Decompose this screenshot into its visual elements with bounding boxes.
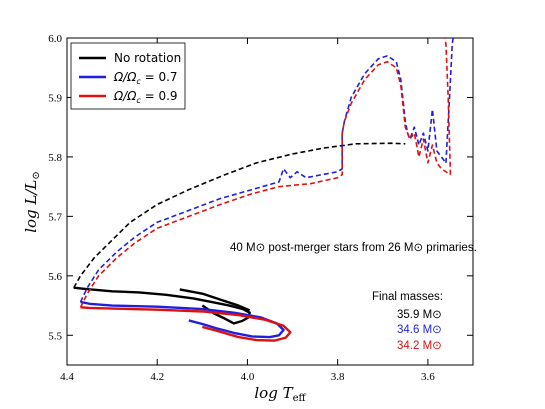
y-tick-label: 5.5: [48, 330, 62, 342]
final-mass-omega-07: 34.6 M⊙: [397, 324, 442, 336]
series-line-omega-09-post-ms-tail: [444, 38, 452, 175]
final-masses-title: Final masses:: [372, 291, 443, 303]
series-line-omega-09-post-ms: [79, 60, 451, 308]
y-tick-label: 5.9: [48, 92, 62, 104]
legend-label-omega-09: Ω/Ωc = 0.9: [113, 89, 178, 105]
y-tick-label: 5.8: [48, 152, 62, 164]
series-line-omega-07-post-ms-tail: [445, 38, 454, 163]
x-tick-label: 4.2: [150, 371, 164, 383]
ticks-layer: 4.4 4.2 4.0 3.8 3.6 5.5 5.6 5.7 5.8 5.9 6.0: [48, 33, 473, 383]
x-tick-label: 3.8: [331, 371, 345, 383]
legend: No rotation Ω/Ωc = 0.7 Ω/Ωc = 0.9: [70, 42, 186, 110]
x-axis-label: log Teff: [254, 384, 306, 404]
plot-frame: [66, 37, 474, 366]
series-line-no-rotation-ms-extra: [179, 288, 251, 312]
final-mass-omega-09: 34.2 M⊙: [397, 340, 442, 352]
series-line-omega-07-ms: [80, 300, 285, 339]
series-line-no-rotation-post-ms: [73, 142, 406, 289]
y-tick-label: 5.7: [48, 211, 62, 223]
y-tick-label: 5.6: [48, 271, 62, 283]
chart-annotation: 40 M⊙ post-merger stars from 26 M⊙ prima…: [230, 242, 477, 254]
final-masses: Final masses: 35.9 M⊙ 34.6 M⊙ 34.2 M⊙: [372, 291, 443, 352]
legend-label-omega-07: Ω/Ωc = 0.7: [113, 70, 178, 86]
x-tick-label: 3.6: [421, 371, 435, 383]
final-mass-no-rotation: 35.9 M⊙: [397, 309, 442, 321]
x-tick-label: 4.0: [241, 371, 255, 383]
legend-label-no-rotation: No rotation: [114, 51, 181, 65]
series-line-omega-07-post-ms: [79, 55, 447, 303]
y-axis-label: log L/L⊙: [22, 171, 42, 233]
y-tick-label: 6.0: [48, 33, 62, 45]
series-line-omega-09-ms: [80, 306, 292, 342]
x-tick-label: 4.4: [60, 371, 74, 383]
series-line-no-rotation-ms: [73, 286, 251, 325]
series-layer: [73, 38, 454, 342]
